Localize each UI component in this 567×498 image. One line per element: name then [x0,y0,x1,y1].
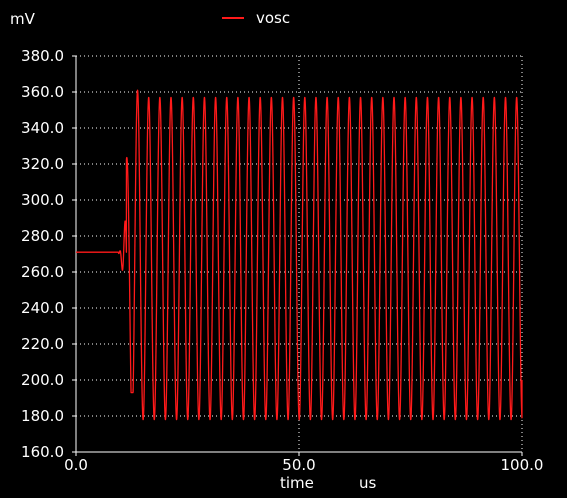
y-tick-label: 260.0 [21,263,64,281]
axes [72,55,523,456]
x-tick-label: 50.0 [282,456,315,474]
x-tick-label: 0.0 [64,456,88,474]
y-tick-label: 180.0 [21,407,64,425]
legend-label-vosc: vosc [256,9,290,27]
y-tick-label: 280.0 [21,227,64,245]
y-tick-label: 240.0 [21,299,64,317]
x-tick-label: 100.0 [501,456,544,474]
series-line-vosc [75,89,523,421]
y-axis-label: mV [10,10,36,28]
y-tick-label: 300.0 [21,191,64,209]
y-tick-label: 200.0 [21,371,64,389]
y-tick-labels: 160.0 180.0 200.0 220.0 240.0 260.0 280.0 300.0… [21,47,64,461]
x-axis-unit: us [359,474,377,492]
legend: vosc [222,9,290,27]
y-tick-label: 160.0 [21,443,64,461]
y-tick-label: 320.0 [21,155,64,173]
x-axis-label: time [280,474,314,492]
y-tick-label: 340.0 [21,119,64,137]
y-tick-label: 380.0 [21,47,64,65]
y-tick-label: 360.0 [21,83,64,101]
x-tick-labels: 0.0 50.0 100.0 [64,456,543,474]
y-tick-label: 220.0 [21,335,64,353]
